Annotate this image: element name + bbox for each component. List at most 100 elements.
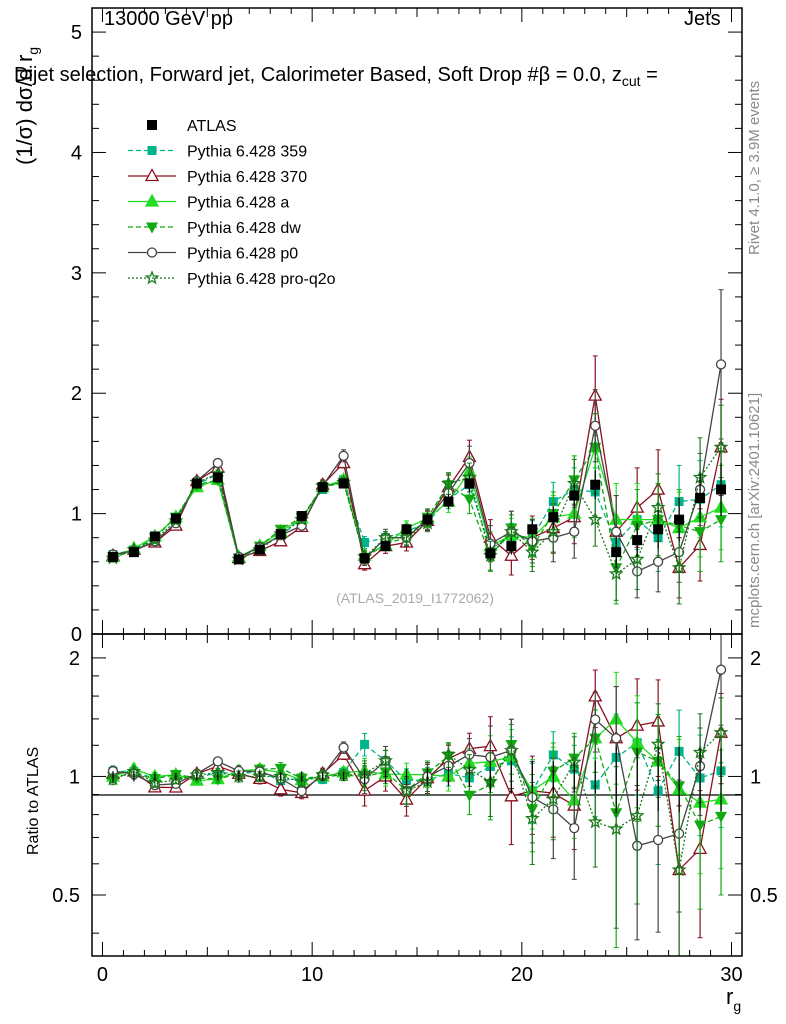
series-line bbox=[112, 447, 722, 575]
data-point bbox=[611, 526, 622, 537]
data-point bbox=[463, 494, 476, 506]
plot-title-tail: = bbox=[640, 64, 658, 86]
legend-marker bbox=[146, 222, 158, 234]
data-point bbox=[671, 559, 687, 575]
data-point bbox=[273, 781, 288, 795]
legend-entry-3: Pythia 6.428 370 bbox=[128, 168, 307, 186]
data-point bbox=[506, 541, 517, 552]
data-point bbox=[485, 548, 496, 559]
data-point bbox=[569, 490, 580, 501]
data-point bbox=[587, 814, 603, 829]
x-tick-label: 10 bbox=[301, 964, 323, 986]
data-point bbox=[503, 742, 519, 757]
data-point bbox=[715, 515, 728, 527]
series-line bbox=[112, 445, 722, 558]
data-point bbox=[463, 790, 476, 802]
data-point bbox=[715, 811, 728, 823]
data-point bbox=[338, 742, 349, 753]
data-point bbox=[713, 724, 729, 739]
energy-label: 13000 GeV pp bbox=[104, 8, 233, 30]
y-tick-label: 3 bbox=[71, 263, 82, 285]
data-point bbox=[191, 478, 202, 489]
series-line bbox=[112, 718, 722, 804]
x-axis-label-sub: g bbox=[733, 998, 741, 1014]
ratio-tick-label: 1 bbox=[69, 766, 80, 788]
watermark: (ATLAS_2019_I1772062) bbox=[336, 590, 494, 606]
y-tick-label: 0 bbox=[71, 624, 82, 646]
data-point bbox=[254, 544, 265, 555]
data-point bbox=[504, 788, 519, 802]
legend-label: Pythia 6.428 pro-q2o bbox=[187, 271, 336, 288]
data-point bbox=[608, 565, 624, 581]
data-point bbox=[399, 782, 414, 798]
data-point bbox=[715, 664, 727, 675]
legend-label: Pythia 6.428 359 bbox=[187, 144, 307, 161]
reference-series-ratio bbox=[112, 746, 722, 813]
legend-marker bbox=[144, 270, 160, 285]
series-line bbox=[112, 395, 722, 570]
data-point bbox=[671, 862, 687, 877]
legend-marker bbox=[146, 247, 158, 258]
data-point bbox=[296, 511, 307, 522]
data-point bbox=[128, 547, 139, 558]
data-point bbox=[233, 554, 244, 565]
legend-marker bbox=[147, 146, 157, 155]
process-label: Jets bbox=[684, 8, 721, 30]
data-point bbox=[378, 529, 394, 544]
data-point bbox=[632, 535, 643, 546]
data-point bbox=[317, 482, 328, 493]
x-axis-label: rg bbox=[726, 984, 741, 1014]
series-line bbox=[112, 364, 722, 573]
data-point bbox=[545, 791, 561, 806]
main-panel bbox=[105, 289, 729, 605]
data-point bbox=[504, 547, 519, 561]
data-point bbox=[695, 492, 706, 503]
data-point bbox=[545, 523, 561, 538]
series-line bbox=[112, 741, 722, 793]
legend-entry-2: Pythia 6.428 359 bbox=[128, 144, 307, 161]
axes: 0 10 20 30 0 1 2 3 4 5 0.5 0.5 1 1 2 2 bbox=[52, 8, 778, 986]
y-tick-label: 2 bbox=[71, 383, 82, 405]
data-point bbox=[401, 524, 412, 535]
series-5 bbox=[107, 289, 727, 599]
data-point bbox=[590, 714, 601, 725]
data-point bbox=[652, 834, 664, 846]
reference-series bbox=[107, 463, 727, 568]
data-point bbox=[527, 524, 538, 535]
data-point bbox=[503, 523, 519, 538]
data-point bbox=[275, 529, 286, 540]
data-point bbox=[294, 774, 310, 789]
data-point bbox=[440, 746, 456, 761]
plot-title-main: Dijet selection, Forward jet, Calorimete… bbox=[14, 64, 622, 86]
legend-entry-4: Pythia 6.428 a bbox=[128, 193, 289, 212]
legend-entry-1: ATLAS bbox=[147, 118, 237, 135]
series-1 bbox=[108, 442, 726, 572]
data-point bbox=[674, 514, 685, 525]
data-point bbox=[716, 484, 727, 495]
data-point bbox=[694, 527, 707, 539]
data-point bbox=[378, 753, 394, 768]
data-point bbox=[569, 526, 580, 537]
data-point bbox=[587, 511, 603, 526]
data-point bbox=[629, 551, 645, 566]
series-line bbox=[112, 669, 722, 847]
ratio-tick-label-right: 2 bbox=[750, 648, 761, 670]
legend: ATLAS Pythia 6.428 359 Pythia 6.428 370 Pyt… bbox=[128, 118, 336, 288]
y-tick-label: 5 bbox=[71, 22, 82, 44]
series-2-ratio bbox=[105, 669, 729, 957]
legend-label: Pythia 6.428 a bbox=[187, 195, 289, 212]
data-point bbox=[608, 821, 624, 836]
data-point bbox=[694, 820, 707, 832]
data-point bbox=[524, 544, 540, 559]
x-tick-label: 20 bbox=[511, 964, 533, 986]
plot-title: Dijet selection, Forward jet, Calorimete… bbox=[14, 64, 658, 89]
data-point bbox=[652, 556, 664, 567]
data-point bbox=[590, 420, 601, 431]
legend-label: Pythia 6.428 dw bbox=[187, 220, 301, 237]
data-point bbox=[147, 775, 163, 790]
data-point bbox=[629, 807, 645, 823]
data-point bbox=[443, 496, 454, 507]
data-point bbox=[359, 553, 370, 564]
data-point bbox=[296, 785, 307, 797]
